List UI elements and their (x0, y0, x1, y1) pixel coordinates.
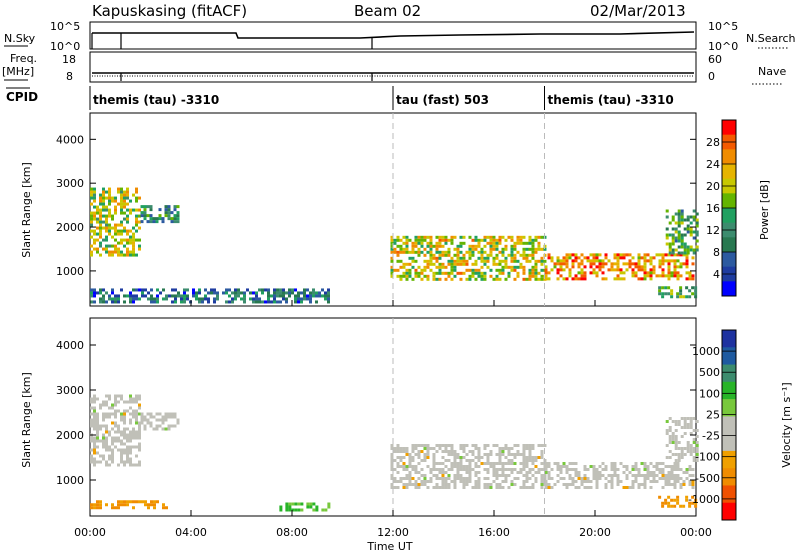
colorbar-tick-label: 8 (713, 246, 720, 259)
colorbar-tick-label: 24 (706, 158, 720, 171)
x-axis-label: Time UT (366, 540, 412, 553)
colorbar-swatch (722, 193, 736, 209)
y-tick-label: 3000 (56, 177, 84, 190)
y-tick-label: 1000 (56, 265, 84, 278)
freq-panel-frame (89, 51, 697, 83)
colorbar-tick-label: 28 (706, 136, 720, 149)
data-region (279, 502, 331, 512)
colorbar-tick-label: -500 (695, 472, 720, 485)
noise-panel-frame (89, 21, 697, 50)
freq-right-label: Nave (758, 65, 786, 78)
x-tick-label: 20:00 (579, 526, 611, 539)
data-region (90, 187, 141, 257)
data-region (544, 462, 695, 489)
freq-left-tick-top: 18 (62, 53, 76, 66)
colorbar-tick-label: 25 (706, 408, 720, 421)
freq-right-tick-top: 60 (708, 53, 722, 66)
velocity-colorbar-label: Velocity [m s⁻¹] (780, 382, 793, 467)
freq-left-label-top: Freq. (10, 52, 37, 65)
colorbar-frame (721, 329, 737, 521)
colorbar-tick-label: 500 (699, 366, 720, 379)
colorbar-tick-label: -25 (702, 430, 720, 443)
data-region (90, 500, 168, 510)
colorbar-tick-label: -100 (695, 451, 720, 464)
colorbar-tick-label: 100 (699, 387, 720, 400)
colorbar-swatch (722, 120, 736, 136)
colorbar-swatch (722, 381, 736, 400)
colorbar-swatch (722, 252, 736, 268)
colorbar-swatch (722, 450, 736, 469)
colorbar-swatch (722, 208, 736, 224)
y-tick-label: 4000 (56, 339, 84, 352)
colorbar-swatch (722, 485, 736, 504)
colorbar-swatch (722, 468, 736, 486)
colorbar-swatch (722, 399, 736, 417)
colorbar-tick-label: 12 (706, 224, 720, 237)
colorbar-swatch (722, 237, 736, 253)
power-colorbar: 28 24 20 16 12 8 4 (706, 119, 737, 297)
x-tick-label: 00:00 (74, 526, 106, 539)
y-tick-label: 3000 (56, 384, 84, 397)
power-panel: 1000 2000 3000 4000 (56, 112, 699, 307)
colorbar-swatch (722, 164, 736, 180)
freq-left-tick-bottom: 8 (66, 70, 73, 83)
x-tick-label: 04:00 (175, 526, 207, 539)
data-region (658, 495, 698, 508)
noise-left-tick-bottom: 10^0 (50, 40, 80, 53)
noise-right-label: N.Search (746, 32, 796, 45)
x-tick-label: 00:00 (680, 526, 712, 539)
colorbar-tick-label: 20 (706, 180, 720, 193)
x-tick-label: 16:00 (478, 526, 510, 539)
colorbar-tick-label: 16 (706, 202, 720, 215)
beam-title: Beam 02 (354, 2, 421, 20)
y-tick-label: 4000 (56, 133, 84, 146)
colorbar-tick-label: -1000 (688, 493, 720, 506)
colorbar-swatch (722, 502, 736, 521)
data-region (390, 444, 547, 489)
y-tick-label: 2000 (56, 429, 84, 442)
cpid-label: CPID (6, 90, 38, 104)
colorbar-tick-label: 1000 (692, 345, 720, 358)
y-tick-label: 1000 (56, 474, 84, 487)
freq-left-label-bottom: [MHz] (2, 65, 34, 78)
station-title: Kapuskasing (fitACF) (92, 2, 247, 20)
colorbar-swatch (722, 416, 736, 435)
data-region (90, 288, 330, 304)
colorbar-swatch (722, 149, 736, 165)
cpid-segments: themis (tau) -3310 tau (fast) 503 themis (… (89, 86, 674, 110)
cpid-segment-label: tau (fast) 503 (396, 93, 489, 107)
colorbar-tick-label: 4 (713, 268, 720, 281)
y-tick-label: 2000 (56, 221, 84, 234)
colorbar-swatch (722, 330, 736, 348)
velocity-panel: 1000 2000 3000 4000 00:00 04:00 08:00 12:00 16:0… (56, 317, 712, 539)
data-region (140, 412, 180, 431)
colorbar-swatch (722, 281, 736, 297)
data-region (665, 209, 699, 255)
power-colorbar-label: Power [dB] (758, 180, 771, 240)
data-region (658, 286, 698, 299)
x-tick-label: 12:00 (377, 526, 409, 539)
data-region (665, 417, 699, 462)
data-region (544, 253, 695, 281)
noise-left-label: N.Sky (4, 32, 36, 45)
colorbar-swatch (722, 433, 736, 452)
noise-sky-trace (92, 31, 695, 39)
x-tick-label: 08:00 (276, 526, 308, 539)
freq-right-tick-bottom: 0 (708, 70, 715, 83)
noise-left-tick-top: 10^5 (50, 20, 80, 33)
colorbar-swatch (722, 364, 736, 383)
data-region (140, 205, 180, 224)
date-title: 02/Mar/2013 (590, 2, 686, 20)
data-region (390, 235, 547, 281)
cpid-segment-label: themis (tau) -3310 (548, 93, 674, 107)
velocity-colorbar: 1000 500 100 25 -25 -100 -500 -1000 (688, 329, 737, 521)
cpid-segment-label: themis (tau) -3310 (93, 93, 219, 107)
noise-right-tick-bottom: 10^0 (708, 40, 738, 53)
velocity-ylabel: Slant Range [km] (20, 372, 33, 468)
power-ylabel: Slant Range [km] (20, 162, 33, 258)
noise-right-tick-top: 10^5 (708, 20, 738, 33)
colorbar-swatch (722, 347, 736, 366)
data-region (90, 394, 141, 467)
